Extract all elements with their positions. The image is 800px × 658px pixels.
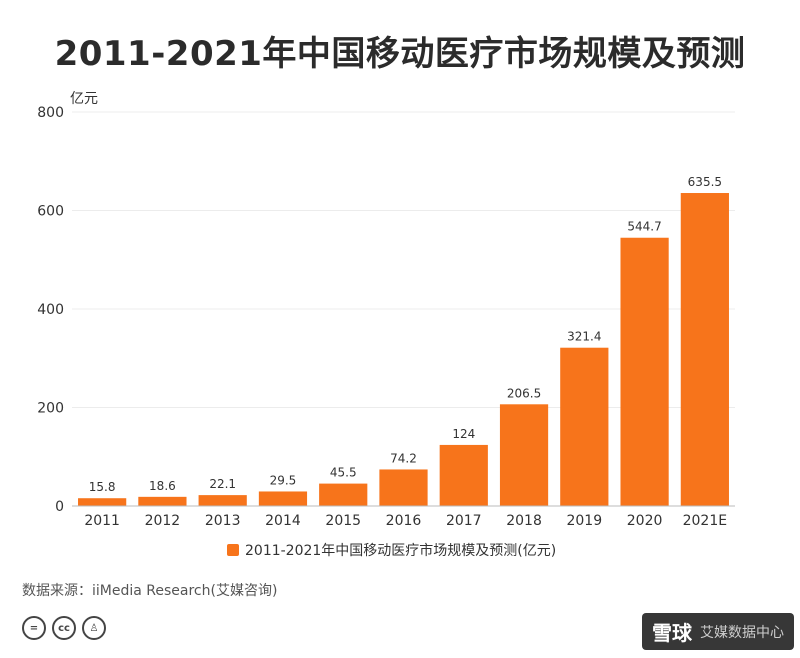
bar-2019[interactable] <box>560 347 609 506</box>
y-tick-label: 0 <box>55 499 64 515</box>
license-icons: = cc ♙ <box>22 616 106 640</box>
person-icon: ♙ <box>82 616 106 640</box>
x-tick-label: 2013 <box>205 513 241 529</box>
bar-2015[interactable] <box>319 483 368 506</box>
x-tick-label: 2020 <box>627 513 663 529</box>
x-tick-label: 2021E <box>683 513 727 529</box>
data-label: 18.6 <box>149 479 176 493</box>
y-tick-label: 600 <box>37 204 64 220</box>
data-label: 45.5 <box>330 466 357 480</box>
source-note: 数据来源：iiMedia Research(艾媒咨询) <box>22 583 278 599</box>
bar-2017[interactable] <box>439 444 488 506</box>
watermark: 雪球 艾媒数据中心 <box>642 613 794 650</box>
data-label: 22.1 <box>209 477 236 491</box>
x-tick-label: 2011 <box>84 513 120 529</box>
cc-icon: cc <box>52 616 76 640</box>
bar-2018[interactable] <box>499 404 549 506</box>
bar-2021E[interactable] <box>680 193 729 507</box>
bar-2011[interactable] <box>78 498 127 506</box>
bar-chart: 0 200 400 600 800 亿元 15.8 18.6 22.1 29.5 45.5 74.… <box>37 91 735 529</box>
x-tick-label: 2014 <box>265 513 301 529</box>
data-label: 206.5 <box>507 386 541 400</box>
data-label: 124 <box>452 427 475 441</box>
bar-2012[interactable] <box>138 496 187 506</box>
bar-2020[interactable] <box>620 237 669 507</box>
bar-2014[interactable] <box>258 491 308 506</box>
data-label: 29.5 <box>270 473 297 487</box>
watermark-text: 雪球 <box>652 621 692 645</box>
bar-2013[interactable] <box>198 495 247 506</box>
x-tick-label: 2017 <box>446 513 482 529</box>
watermark-sub: 艾媒数据中心 <box>700 624 784 641</box>
legend[interactable]: 2011-2021年中国移动医疗市场规模及预测(亿元) <box>227 540 556 560</box>
x-tick-label: 2012 <box>145 513 181 529</box>
data-label: 74.2 <box>390 451 417 465</box>
y-axis-label: 亿元 <box>70 91 98 107</box>
x-axis-ticks: 2011 2012 2013 2014 2015 2016 2017 2018 2019 2020… <box>84 513 727 529</box>
chart-title: 2011-2021年中国移动医疗市场规模及预测 <box>54 34 746 74</box>
x-tick-label: 2018 <box>506 513 542 529</box>
bar-2016[interactable] <box>379 469 428 506</box>
x-tick-label: 2016 <box>386 513 422 529</box>
x-tick-label: 2019 <box>566 513 602 529</box>
data-label: 321.4 <box>567 330 601 344</box>
y-axis-ticks: 0 200 400 600 800 <box>37 105 64 515</box>
legend-swatch <box>227 544 239 556</box>
data-label: 15.8 <box>89 480 116 494</box>
y-tick-label: 800 <box>37 105 64 121</box>
y-tick-label: 400 <box>37 302 64 318</box>
equals-icon: = <box>22 616 46 640</box>
y-tick-label: 200 <box>37 401 64 417</box>
bars: 15.8 18.6 22.1 29.5 45.5 74.2 124 206.5 321.4 544… <box>78 175 729 507</box>
data-label: 544.7 <box>627 220 661 234</box>
legend-label: 2011-2021年中国移动医疗市场规模及预测(亿元) <box>245 543 557 559</box>
data-label: 635.5 <box>688 175 722 189</box>
x-tick-label: 2015 <box>325 513 361 529</box>
